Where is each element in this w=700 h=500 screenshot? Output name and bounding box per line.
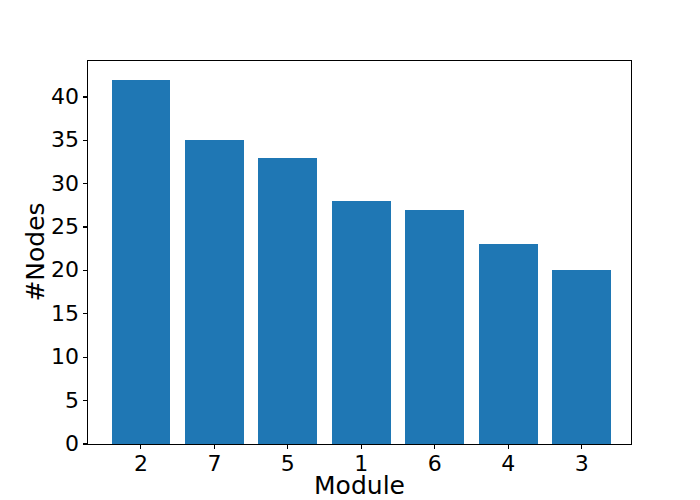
x-tick-mark	[287, 445, 288, 449]
y-tick-label: 35	[0, 127, 79, 153]
y-tick-label: 15	[0, 301, 79, 327]
x-tick-mark	[581, 445, 582, 449]
y-tick-label: 20	[0, 257, 79, 283]
x-tick-label: 2	[101, 451, 181, 477]
y-tick-label: 10	[0, 344, 79, 370]
x-tick-label: 1	[321, 451, 401, 477]
x-tick-label: 4	[468, 451, 548, 477]
y-tick-mark	[83, 96, 87, 97]
y-tick-mark	[83, 183, 87, 184]
plot-area	[87, 60, 632, 445]
x-tick-label: 6	[395, 451, 475, 477]
x-tick-label: 5	[248, 451, 328, 477]
bar	[258, 158, 317, 444]
y-tick-label: 40	[0, 84, 79, 110]
x-tick-label: 3	[542, 451, 622, 477]
y-tick-label: 5	[0, 388, 79, 414]
x-tick-mark	[508, 445, 509, 449]
y-tick-mark	[83, 313, 87, 314]
x-tick-mark	[361, 445, 362, 449]
figure: #Nodes Module 27516430510152025303540	[0, 0, 700, 500]
bar	[479, 244, 538, 444]
y-tick-mark	[83, 443, 87, 444]
y-tick-mark	[83, 357, 87, 358]
bar	[552, 270, 611, 444]
bar	[405, 210, 464, 444]
bar	[332, 201, 391, 444]
y-tick-label: 0	[0, 431, 79, 457]
y-tick-mark	[83, 270, 87, 271]
x-tick-mark	[434, 445, 435, 449]
x-tick-mark	[140, 445, 141, 449]
y-tick-mark	[83, 140, 87, 141]
y-tick-mark	[83, 226, 87, 227]
bar	[185, 140, 244, 444]
y-tick-label: 25	[0, 214, 79, 240]
bar	[112, 80, 171, 444]
x-tick-label: 7	[174, 451, 254, 477]
y-tick-mark	[83, 400, 87, 401]
x-tick-mark	[214, 445, 215, 449]
y-tick-label: 30	[0, 171, 79, 197]
